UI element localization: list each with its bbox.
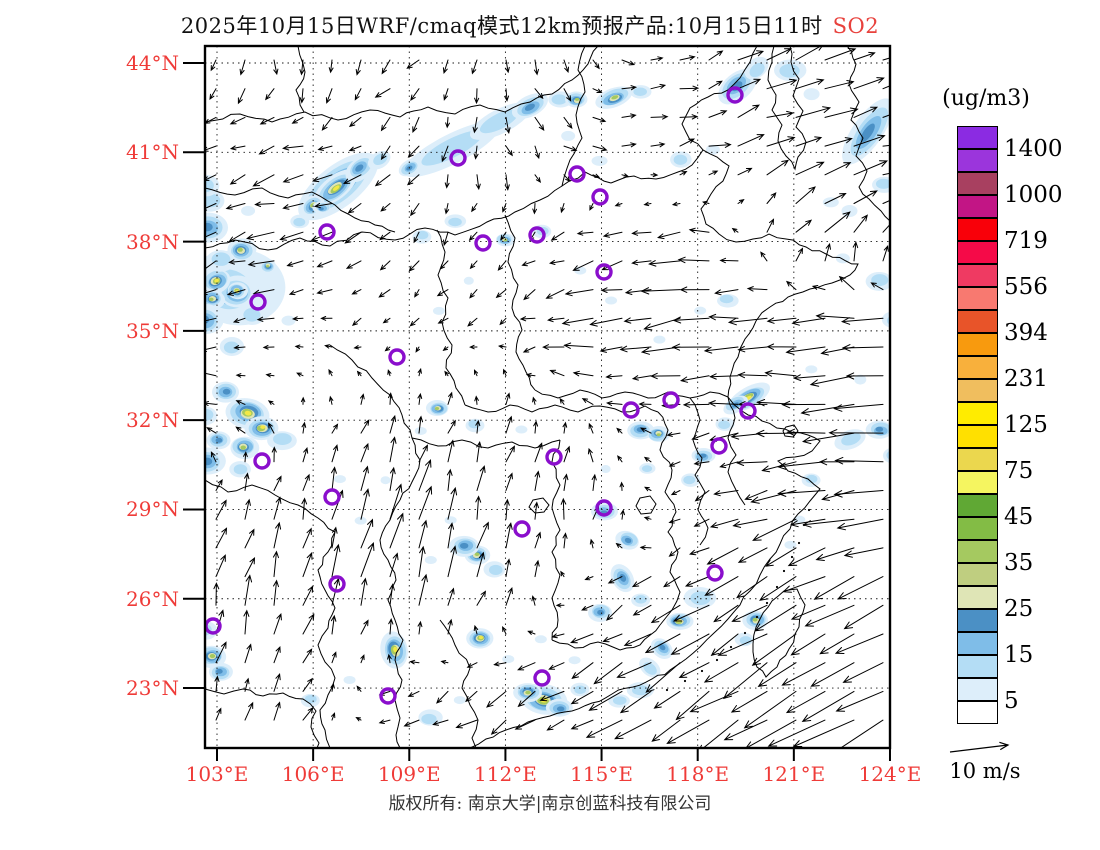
station-marker <box>379 687 397 705</box>
colorbar-tick-label: 5 <box>1004 688 1019 714</box>
lon-axis-label: 103°E <box>185 762 249 786</box>
colorbar-cell <box>957 287 998 310</box>
colorbar-cell <box>957 172 998 195</box>
colorbar-cell <box>957 402 998 425</box>
colorbar-tick-label: 25 <box>1004 596 1034 622</box>
colorbar-cell <box>957 471 998 494</box>
colorbar-tick-label: 125 <box>1004 412 1048 438</box>
station-marker <box>710 437 728 455</box>
station-marker <box>528 226 546 244</box>
station-marker <box>726 86 744 104</box>
colorbar-cell <box>957 126 998 149</box>
colorbar-cell <box>957 356 998 379</box>
colorbar-cell <box>957 586 998 609</box>
lat-axis-label: 35°N <box>126 318 179 343</box>
station-marker <box>328 575 346 593</box>
lat-axis-label: 29°N <box>126 497 179 522</box>
colorbar-cell <box>957 609 998 632</box>
colorbar-cell <box>957 494 998 517</box>
title-text: 2025年10月15日WRF/cmaq模式12km预报产品:10月15日11时 <box>180 14 823 38</box>
lat-axis-label: 41°N <box>126 140 179 165</box>
colorbar-cell <box>957 379 998 402</box>
station-marker <box>568 165 586 183</box>
title-species-so2: SO2 <box>832 14 880 38</box>
lat-axis-label: 44°N <box>126 51 179 75</box>
lat-axis-label: 26°N <box>126 586 179 611</box>
station-marker <box>513 520 531 538</box>
station-marker <box>595 499 613 517</box>
colorbar-cell <box>957 149 998 172</box>
lon-axis-label: 109°E <box>377 762 441 786</box>
station-marker <box>249 293 267 311</box>
colorbar-cell <box>957 563 998 586</box>
colorbar-cell <box>957 655 998 678</box>
lon-axis-label: 106°E <box>281 762 345 786</box>
colorbar-tick-label: 45 <box>1004 504 1034 530</box>
station-marker <box>449 149 467 167</box>
colorbar-cell <box>957 425 998 448</box>
lat-axis-label: 32°N <box>126 408 179 433</box>
station-marker <box>545 448 563 466</box>
station-marker <box>323 488 341 506</box>
station-marker <box>622 401 640 419</box>
station-marker <box>474 234 492 252</box>
station-marker <box>739 402 757 420</box>
colorbar-cell <box>957 701 998 724</box>
station-marker <box>706 564 724 582</box>
lon-axis-label: 118°E <box>666 762 730 786</box>
lat-axis-label: 38°N <box>126 229 179 254</box>
colorbar-cell <box>957 310 998 333</box>
colorbar-units-label: (ug/m3) <box>942 86 1030 111</box>
station-marker <box>533 669 551 687</box>
colorbar-cell <box>957 333 998 356</box>
colorbar-tick-label: 719 <box>1004 228 1048 254</box>
station-marker <box>595 263 613 281</box>
station-marker <box>253 452 271 470</box>
station-marker <box>662 391 680 409</box>
colorbar-cell <box>957 195 998 218</box>
lon-axis-label: 124°E <box>858 762 922 786</box>
colorbar-tick-label: 35 <box>1004 550 1034 576</box>
colorbar-cell <box>957 218 998 241</box>
colorbar-tick-label: 556 <box>1004 274 1048 300</box>
colorbar-tick-label: 231 <box>1004 366 1048 392</box>
lat-axis-label: 23°N <box>126 676 179 701</box>
station-marker <box>318 223 336 241</box>
colorbar-tick-label: 15 <box>1004 642 1034 668</box>
colorbar-tick-label: 1400 <box>1004 136 1063 162</box>
colorbar-cell <box>957 264 998 287</box>
lon-axis-label: 121°E <box>762 762 826 786</box>
wind-scale-label: 10 m/s <box>949 759 1021 783</box>
colorbar-cell <box>957 678 998 701</box>
lon-axis-label: 112°E <box>474 762 537 786</box>
colorbar-cell <box>957 448 998 471</box>
colorbar-cell <box>957 540 998 563</box>
colorbar-cell <box>957 517 998 540</box>
lon-axis-label: 115°E <box>570 762 633 786</box>
station-marker <box>388 348 406 366</box>
page-title: 2025年10月15日WRF/cmaq模式12km预报产品:10月15日11时 S… <box>80 10 980 40</box>
colorbar-cell <box>957 632 998 655</box>
colorbar-tick-label: 1000 <box>1004 182 1063 208</box>
wind-scale-arrow <box>949 741 1010 753</box>
colorbar-tick-label: 394 <box>1004 320 1048 346</box>
station-marker <box>591 188 609 206</box>
colorbar-tick-label: 75 <box>1004 458 1034 484</box>
colorbar-cell <box>957 241 998 264</box>
copyright-footer: 版权所有: 南京大学|南京创蓝科技有限公司 <box>388 794 712 814</box>
